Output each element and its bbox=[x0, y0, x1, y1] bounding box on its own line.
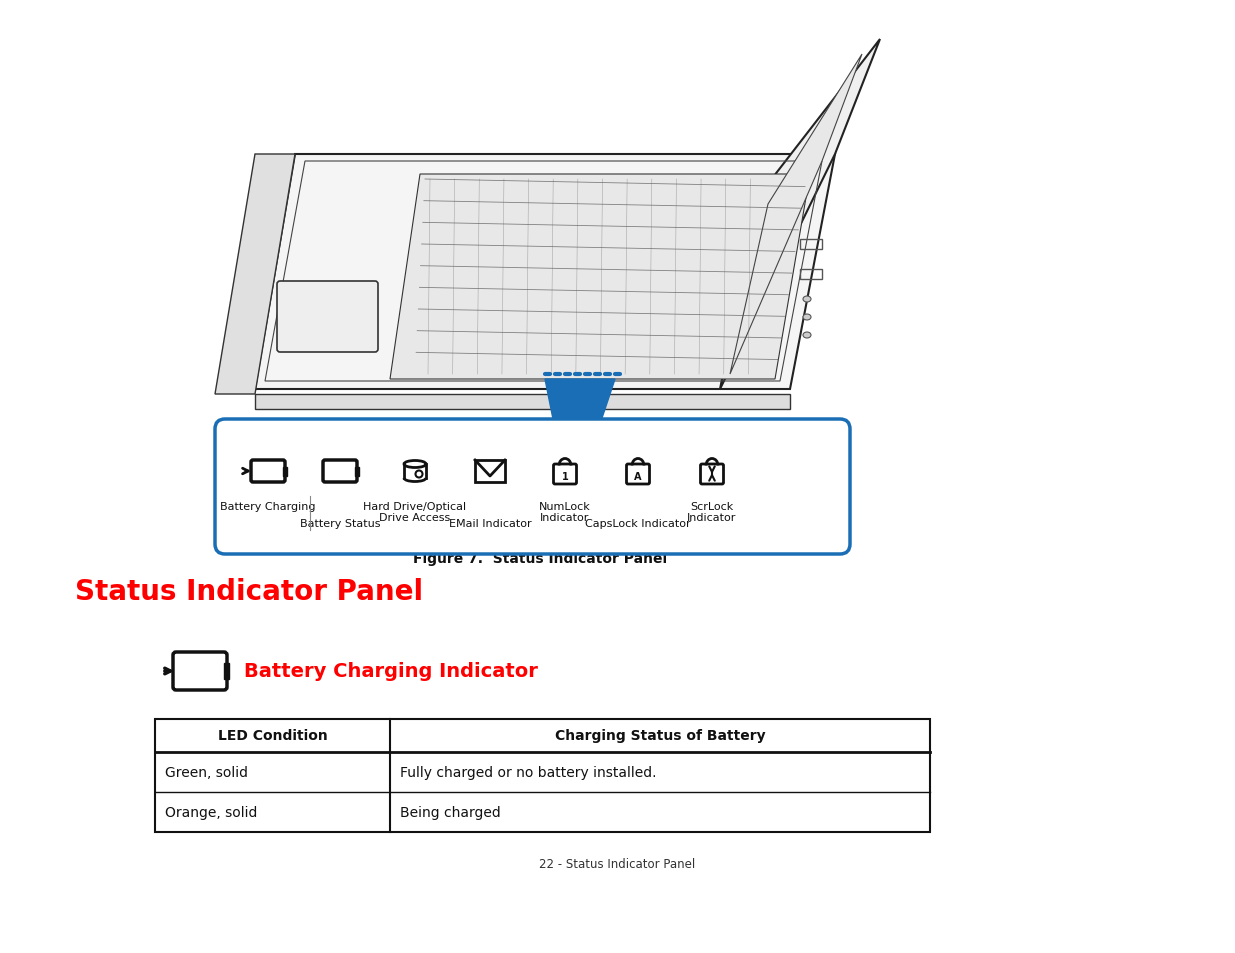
Polygon shape bbox=[254, 154, 835, 390]
Text: Hard Drive/Optical: Hard Drive/Optical bbox=[363, 501, 467, 512]
Bar bbox=[283, 467, 287, 476]
Text: 22 - Status Indicator Panel: 22 - Status Indicator Panel bbox=[538, 857, 695, 870]
Text: NumLock: NumLock bbox=[540, 501, 590, 512]
Ellipse shape bbox=[803, 296, 811, 303]
Text: Orange, solid: Orange, solid bbox=[165, 805, 257, 820]
Text: CapsLock Indicator: CapsLock Indicator bbox=[585, 518, 690, 529]
Text: Charging Status of Battery: Charging Status of Battery bbox=[555, 729, 766, 742]
Bar bbox=[800, 270, 823, 280]
Ellipse shape bbox=[803, 333, 811, 338]
Polygon shape bbox=[390, 174, 810, 379]
Text: Drive Access: Drive Access bbox=[379, 513, 451, 522]
Polygon shape bbox=[730, 55, 862, 375]
Text: Battery Status: Battery Status bbox=[300, 518, 380, 529]
Bar bbox=[156, 720, 930, 832]
Text: Indicator: Indicator bbox=[688, 513, 737, 522]
Text: EMail Indicator: EMail Indicator bbox=[448, 518, 531, 529]
Text: ScrLock: ScrLock bbox=[690, 501, 734, 512]
Bar bbox=[354, 467, 359, 476]
FancyBboxPatch shape bbox=[277, 282, 378, 353]
Text: Battery Charging: Battery Charging bbox=[220, 501, 316, 512]
Polygon shape bbox=[254, 395, 790, 410]
Text: Battery Charging Indicator: Battery Charging Indicator bbox=[245, 661, 538, 680]
Text: Green, solid: Green, solid bbox=[165, 765, 248, 780]
Polygon shape bbox=[215, 154, 295, 395]
Text: Indicator: Indicator bbox=[541, 513, 589, 522]
Text: Figure 7.  Status Indicator Panel: Figure 7. Status Indicator Panel bbox=[412, 552, 667, 565]
Bar bbox=[475, 460, 505, 482]
Polygon shape bbox=[720, 40, 881, 390]
Text: LED Condition: LED Condition bbox=[217, 729, 327, 742]
Bar bbox=[800, 240, 823, 250]
Text: A: A bbox=[635, 472, 642, 481]
Polygon shape bbox=[545, 379, 615, 455]
FancyBboxPatch shape bbox=[215, 419, 850, 555]
Bar bbox=[224, 663, 228, 679]
Text: 1: 1 bbox=[562, 472, 568, 481]
Text: Being charged: Being charged bbox=[400, 805, 500, 820]
Text: Status Indicator Panel: Status Indicator Panel bbox=[75, 578, 424, 605]
Ellipse shape bbox=[803, 314, 811, 320]
Text: Fully charged or no battery installed.: Fully charged or no battery installed. bbox=[400, 765, 657, 780]
